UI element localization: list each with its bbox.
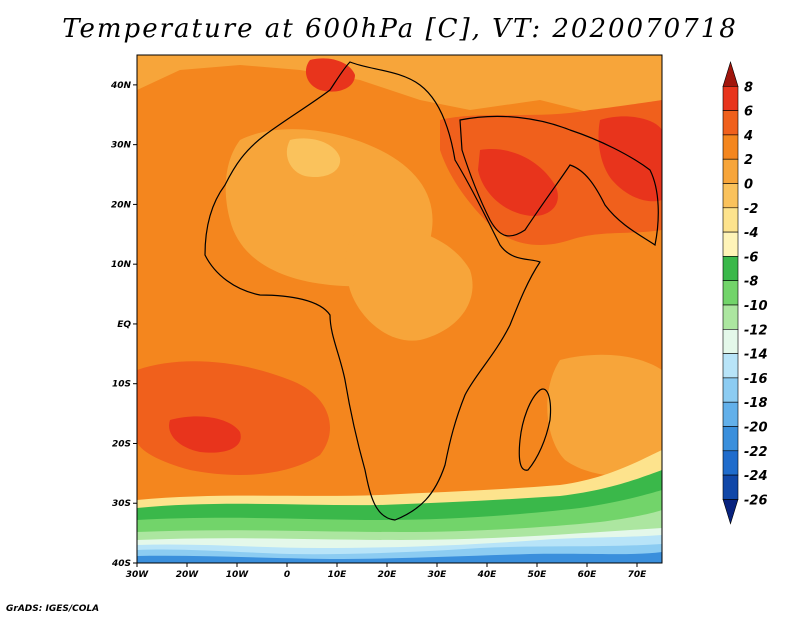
y-tick-label: 20N xyxy=(111,200,132,210)
colorbar-label: -14 xyxy=(744,348,768,363)
colorbar-label: -26 xyxy=(744,493,768,508)
arabia-coast-outline xyxy=(459,115,659,246)
x-tick-label: 40E xyxy=(477,570,498,580)
arabia-max-patch xyxy=(478,149,558,216)
colorbar-label: 6 xyxy=(744,105,753,120)
colorbar-label: 2 xyxy=(744,153,753,168)
madagascar-outline xyxy=(518,388,552,471)
colorbar-label: -2 xyxy=(744,202,758,217)
indian-ocean-band xyxy=(547,354,662,476)
mediterranean-hot-patch xyxy=(305,58,355,92)
x-axis: 30W 20W 10W 0 10E 20E 30E 40E 50E 60E 70E xyxy=(126,563,647,580)
colorbar-swatch xyxy=(722,474,739,500)
colorbar-swatch xyxy=(722,499,739,525)
y-tick-label: 40N xyxy=(110,81,132,91)
colorbar-swatch xyxy=(722,426,739,452)
y-tick-label: 40S xyxy=(111,559,131,569)
colorbar-swatch xyxy=(722,134,739,160)
colorbar-label: 0 xyxy=(744,178,753,193)
colorbar-label: -10 xyxy=(744,299,768,314)
colorbar-swatch xyxy=(722,86,739,111)
north-belt-band xyxy=(137,55,662,120)
temperature-field xyxy=(137,55,662,563)
south-atlantic-max-patch xyxy=(169,416,241,453)
colorbar-swatch xyxy=(722,231,739,257)
colorbar-swatch xyxy=(722,60,739,87)
colorbar-label: -18 xyxy=(744,396,768,411)
x-tick-label: 20W xyxy=(176,570,200,580)
colorbar-label: -20 xyxy=(744,421,768,436)
colorbar-label: -4 xyxy=(744,226,758,241)
colorbar-swatch xyxy=(722,207,739,233)
x-tick-label: 30E xyxy=(428,570,448,580)
colorbar-swatch xyxy=(722,304,739,330)
colorbar-label: -16 xyxy=(744,372,768,387)
colorbar-label: -24 xyxy=(744,469,768,484)
x-tick-label: 50E xyxy=(528,570,548,580)
x-tick-label: 30W xyxy=(126,570,150,580)
colorbar-swatch xyxy=(722,353,739,379)
x-tick-label: 0 xyxy=(284,570,290,580)
colorbar-label: -22 xyxy=(744,445,768,460)
colorbar-swatch xyxy=(722,328,739,354)
x-tick-label: 20E xyxy=(378,570,398,580)
y-tick-label: 20S xyxy=(112,439,131,449)
y-tick-label: 30S xyxy=(112,499,131,509)
y-tick-label: EQ xyxy=(117,320,131,330)
map-frame xyxy=(136,54,663,564)
south-asia-max-patch xyxy=(598,116,662,202)
y-tick-label: 10N xyxy=(111,260,132,270)
colorbar-swatch xyxy=(722,280,739,306)
x-tick-label: 60E xyxy=(578,570,598,580)
colorbar-swatch xyxy=(722,401,739,427)
colorbar-swatch xyxy=(722,450,739,476)
coastlines xyxy=(204,61,659,521)
colorbar-label: -8 xyxy=(744,275,758,290)
colorbar-label: 8 xyxy=(744,80,753,95)
colorbar-label: 4 xyxy=(743,129,753,144)
colorbar-swatch xyxy=(722,158,739,184)
colorbar-swatch xyxy=(722,110,739,136)
colorbar-swatch xyxy=(722,183,739,209)
colorbar-swatch xyxy=(722,256,739,281)
x-tick-label: 70E xyxy=(628,570,648,580)
colorbar-label: -6 xyxy=(744,250,758,265)
map-title: Temperature at 600hPa [C], VT: 202007071… xyxy=(62,14,738,44)
y-tick-label: 30N xyxy=(111,141,132,151)
x-tick-label: 10E xyxy=(328,570,348,580)
africa-coast-outline xyxy=(204,61,541,521)
cold-band-20 xyxy=(137,552,662,563)
sahara-light-patch xyxy=(286,138,341,178)
central-africa-band xyxy=(345,226,473,341)
colorbar: 8 6 4 2 0 -2 -4 -6 -8 -10 -12 -14 -16 -18 -20 -22 -24 -26 xyxy=(722,60,768,525)
colorbar-swatch xyxy=(722,377,739,403)
x-tick-label: 10W xyxy=(226,570,250,580)
grads-credit: GrADS: IGES/COLA xyxy=(6,604,100,614)
y-tick-label: 10S xyxy=(112,380,131,390)
colorbar-label: -12 xyxy=(744,323,768,338)
y-axis: 40S 30S 20S 10S EQ 10N 20N 30N 40N xyxy=(110,81,137,569)
